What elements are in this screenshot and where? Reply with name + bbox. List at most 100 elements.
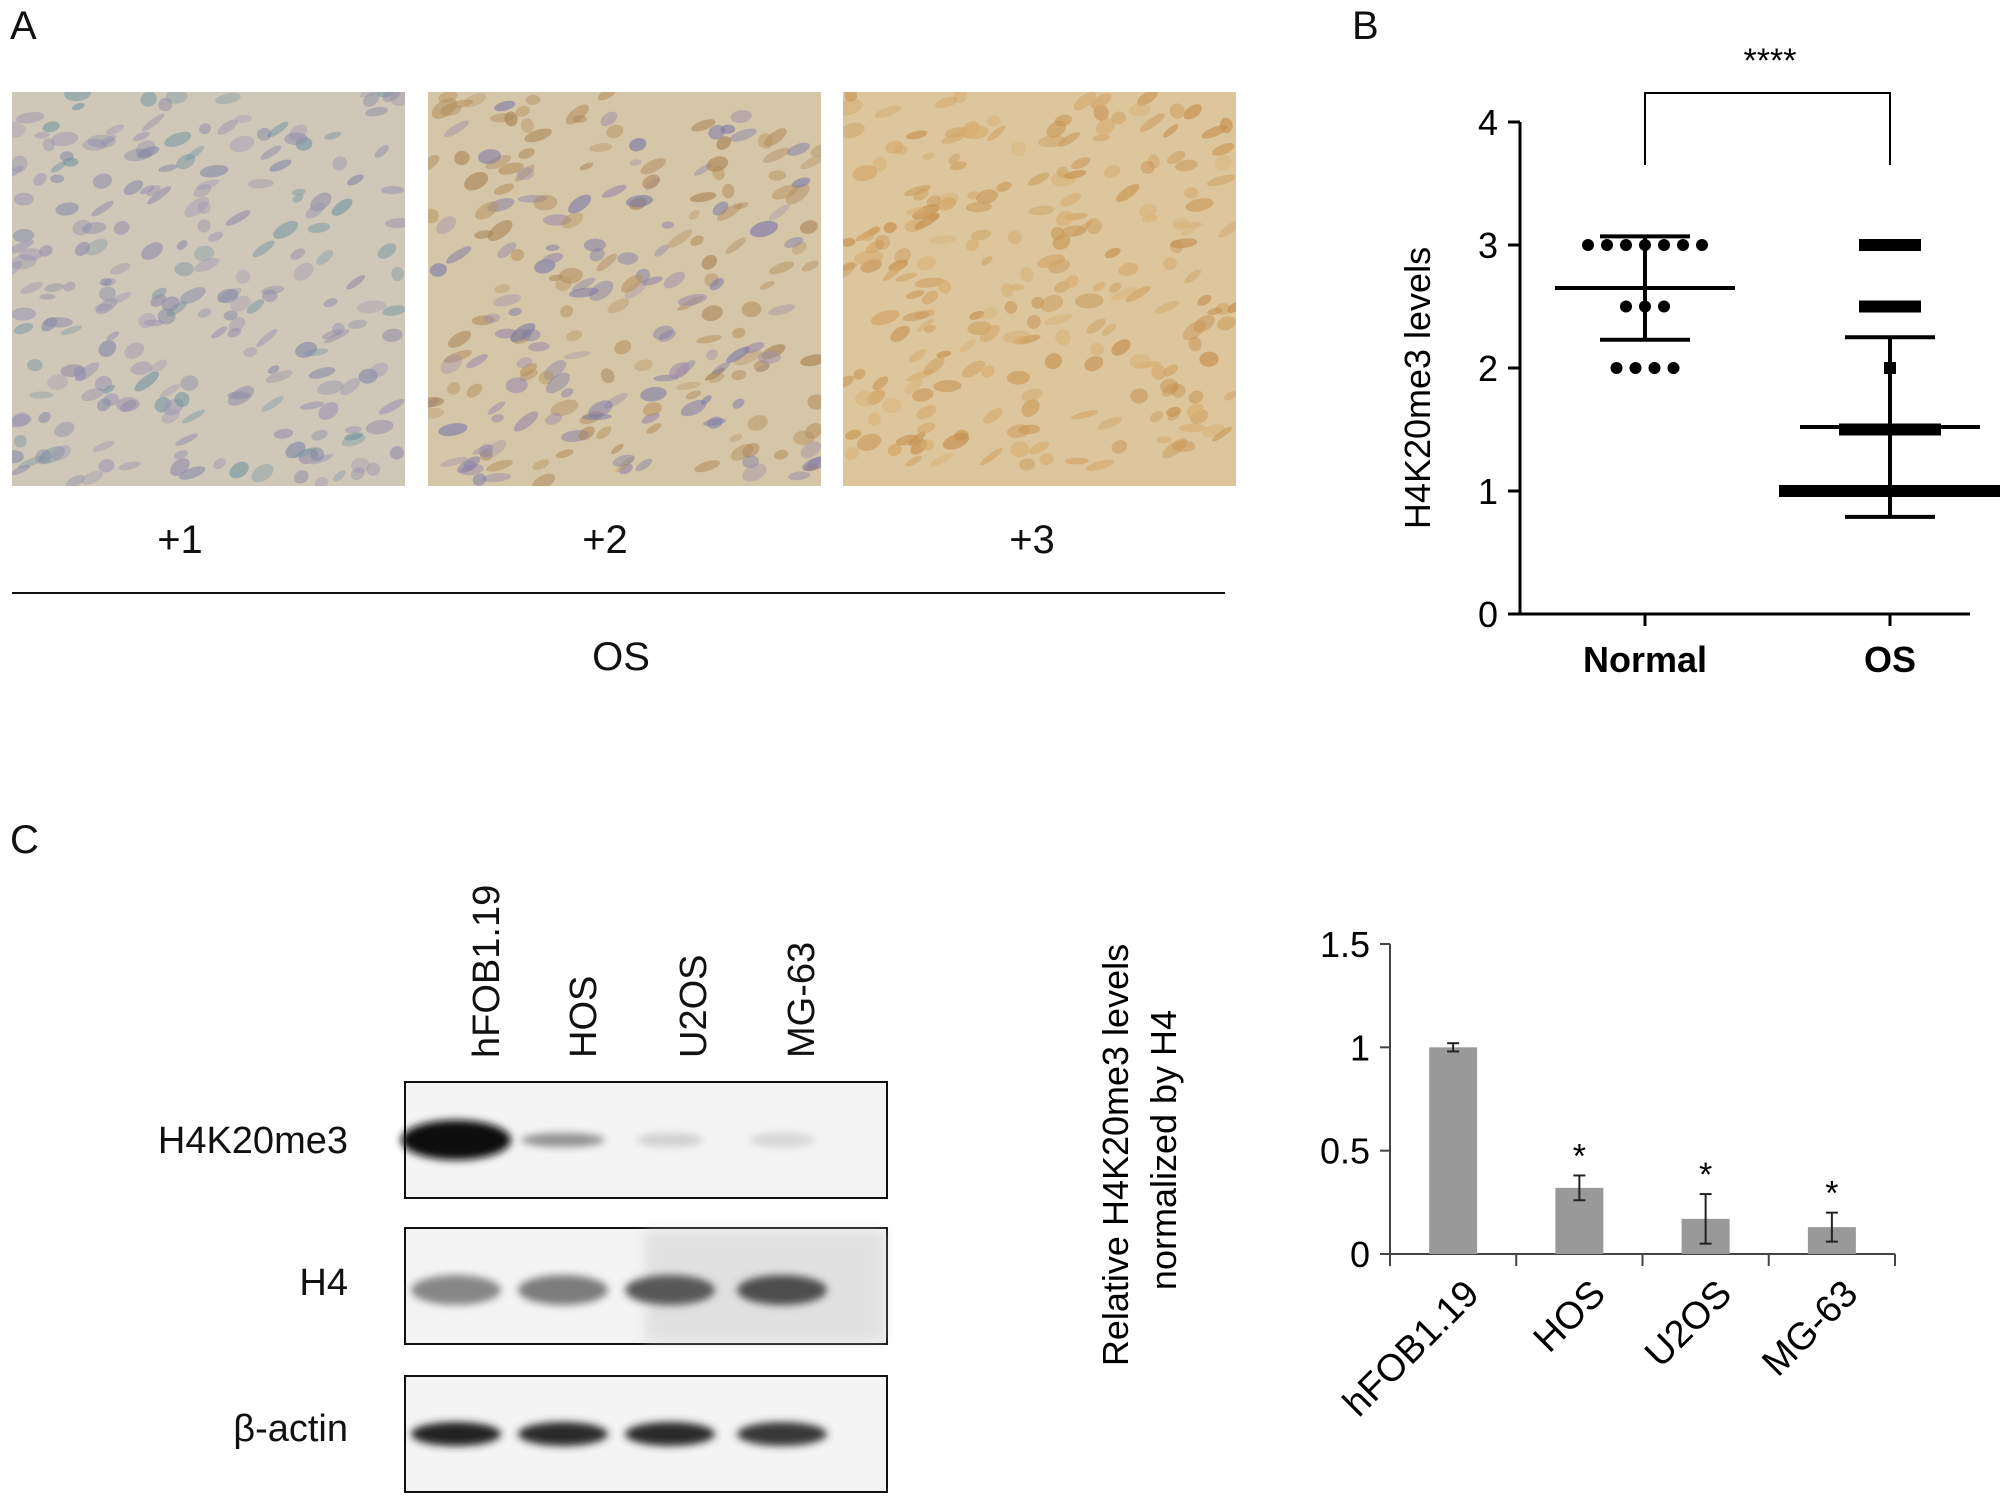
cell-nucleus [65, 475, 85, 486]
blot-row-label-h4k20me3: H4K20me3 [157, 1120, 348, 1162]
cell-nucleus [890, 325, 910, 342]
cell-nucleus [532, 473, 556, 486]
cell-nucleus [578, 426, 595, 441]
cell-nucleus [669, 362, 690, 379]
cell-nucleus [916, 405, 937, 420]
cell-nucleus [969, 310, 985, 320]
cell-nucleus [885, 140, 904, 154]
cell-nucleus [742, 455, 759, 469]
cell-nucleus [1064, 457, 1089, 465]
data-point [1939, 485, 1951, 497]
cell-nucleus [42, 138, 56, 152]
cell-nucleus [174, 261, 194, 277]
cell-nucleus [561, 212, 584, 229]
cell-nucleus [99, 278, 112, 286]
data-point [1789, 485, 1801, 497]
cell-nucleus [642, 174, 660, 189]
cell-nucleus [677, 293, 708, 306]
cell-nucleus [391, 266, 404, 282]
cell-nucleus [560, 388, 574, 398]
cell-nucleus [1160, 378, 1179, 394]
cell-nucleus [1020, 266, 1034, 283]
cell-nucleus [516, 167, 535, 180]
scatter-y-axis-label: H4K20me3 levels [1397, 247, 1438, 529]
cell-nucleus [768, 204, 790, 221]
cell-nucleus [516, 357, 533, 369]
cell-nucleus [42, 121, 60, 133]
cell-nucleus [882, 397, 902, 414]
cell-nucleus [542, 214, 572, 226]
cell-nucleus [1130, 388, 1148, 404]
cell-nucleus [895, 434, 919, 446]
cell-nucleus [1166, 406, 1181, 417]
cell-nucleus [1156, 436, 1173, 444]
cell-nucleus [311, 429, 328, 441]
cell-nucleus [332, 156, 348, 171]
cell-nucleus [904, 378, 923, 394]
cell-nucleus [801, 260, 819, 272]
cell-nucleus [35, 449, 52, 465]
cell-nucleus [479, 449, 493, 461]
cell-nucleus [868, 226, 881, 236]
cell-nucleus [447, 330, 472, 348]
cell-nucleus [223, 310, 238, 321]
cell-nucleus [350, 467, 365, 481]
cell-nucleus [764, 128, 787, 147]
cell-nucleus [55, 202, 79, 216]
cell-nucleus [742, 463, 767, 482]
cell-nucleus [229, 461, 249, 479]
cell-nucleus [323, 298, 338, 308]
cell-nucleus [716, 136, 732, 150]
cell-nucleus [791, 241, 807, 255]
cell-nucleus [952, 92, 968, 104]
bar-x-tick-label: U2OS [1637, 1273, 1740, 1376]
cell-nucleus [175, 433, 198, 446]
cell-nucleus [382, 328, 403, 342]
cell-nucleus [732, 398, 745, 409]
cell-nucleus [483, 439, 507, 458]
cell-nucleus [290, 248, 306, 260]
cell-nucleus [1111, 339, 1131, 356]
cell-nucleus [965, 239, 979, 252]
cell-nucleus [247, 178, 274, 189]
cell-nucleus [601, 184, 627, 198]
data-point [1909, 300, 1921, 313]
cell-nucleus [176, 240, 188, 250]
cell-nucleus [658, 329, 677, 343]
cell-nucleus [572, 115, 587, 123]
cell-nucleus [980, 306, 998, 320]
cell-nucleus [96, 398, 111, 412]
scatter-y-tick-label: 4 [1478, 102, 1498, 143]
cell-nucleus [688, 209, 700, 220]
cell-nucleus [867, 412, 882, 426]
cell-nucleus [194, 257, 220, 272]
cell-nucleus [318, 401, 339, 421]
micrograph-background [12, 92, 405, 486]
data-point [1610, 362, 1623, 374]
cell-nucleus [1162, 438, 1188, 459]
cell-nucleus [340, 377, 360, 396]
bar [1429, 1047, 1478, 1254]
cell-nucleus [525, 94, 541, 105]
cell-nucleus [624, 280, 647, 299]
cell-nucleus [1104, 164, 1121, 179]
cell-nucleus [1010, 441, 1030, 458]
cell-nucleus [1007, 370, 1030, 385]
cell-nucleus [262, 289, 278, 303]
cell-nucleus [323, 329, 350, 344]
cell-nucleus [635, 458, 653, 472]
data-point [1799, 485, 1811, 497]
cell-nucleus [1201, 125, 1228, 139]
cell-nucleus [970, 229, 992, 241]
cell-nucleus [446, 99, 474, 109]
cell-nucleus [12, 307, 36, 321]
cell-nucleus [937, 279, 952, 294]
cell-nucleus [12, 254, 37, 270]
cell-nucleus [902, 311, 930, 322]
cell-nucleus [895, 272, 918, 282]
data-point [1829, 485, 1841, 497]
cell-nucleus [260, 145, 282, 160]
cell-nucleus [1188, 390, 1204, 404]
cell-nucleus [615, 456, 635, 473]
cell-nucleus [555, 276, 572, 292]
